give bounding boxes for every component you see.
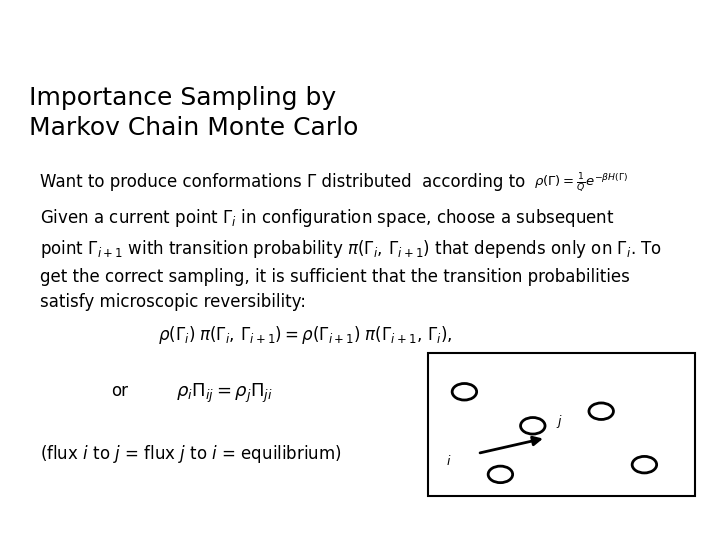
Text: or: or	[112, 382, 129, 400]
Bar	[428, 353, 695, 496]
Text: UNIVERSITY®: UNIVERSITY®	[49, 35, 107, 43]
Text: $\rho(\Gamma) = \frac{1}{Q}e^{-\beta H(\Gamma)}$: $\rho(\Gamma) = \frac{1}{Q}e^{-\beta H(\…	[534, 171, 629, 194]
Text: Given a current point $\Gamma_i$ in configuration space, choose a subsequent
poi: Given a current point $\Gamma_i$ in conf…	[40, 207, 662, 311]
Text: $\rho(\Gamma_i)\; \pi(\Gamma_i,\, \Gamma_{i+1}) = \rho(\Gamma_{i+1})\; \pi(\Gamm: $\rho(\Gamma_i)\; \pi(\Gamma_i,\, \Gamma…	[158, 323, 453, 346]
Text: $i$: $i$	[446, 454, 451, 468]
Text: TEMPLE: TEMPLE	[49, 6, 128, 24]
Text: Want to produce conformations Γ distributed  according to: Want to produce conformations Γ distribu…	[40, 173, 536, 191]
Text: (flux $i$ to $j$ = flux $j$ to $i$ = equilibrium): (flux $i$ to $j$ = flux $j$ to $i$ = equ…	[40, 443, 341, 465]
Text: Importance Sampling by
Markov Chain Monte Carlo: Importance Sampling by Markov Chain Mont…	[29, 85, 358, 140]
Text: $j$: $j$	[556, 413, 563, 430]
Text: Ƭ: Ƭ	[4, 9, 27, 40]
Text: $\rho_i \Pi_{ij} = \rho_j \Pi_{ji}$: $\rho_i \Pi_{ij} = \rho_j \Pi_{ji}$	[176, 382, 273, 405]
